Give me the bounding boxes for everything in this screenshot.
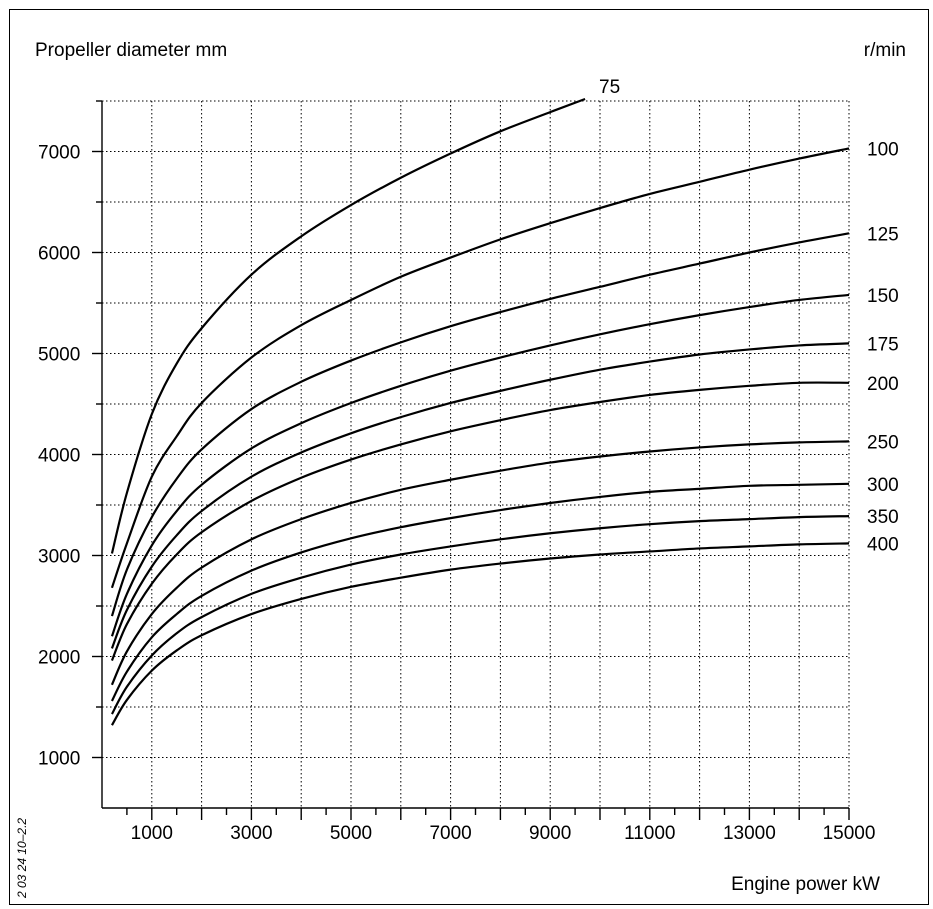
curve-rpm-400 (111, 542, 850, 726)
curve-rpm-125 (110, 232, 850, 617)
curve-label-rpm-200: 200 (867, 374, 899, 395)
x-tick-label: 3000 (230, 823, 272, 844)
curve-label-rpm-250: 250 (867, 432, 899, 453)
curve-rpm-150 (110, 293, 850, 637)
curve-rpm-100 (110, 147, 850, 589)
y-tick-label: 6000 (38, 244, 80, 265)
curve-label-rpm-125: 125 (867, 224, 899, 245)
x-tick-label: 7000 (429, 823, 471, 844)
y-tick-label: 5000 (38, 345, 80, 366)
grid (102, 100, 850, 808)
x-tick-label: 11000 (624, 823, 675, 844)
y-tick-label: 4000 (38, 446, 80, 467)
y-tick-label: 3000 (38, 547, 80, 568)
x-tick-label: 5000 (330, 823, 372, 844)
curve-label-rpm-300: 300 (867, 475, 899, 496)
legend-title: r/min (864, 40, 906, 61)
curve-label-rpm-350: 350 (867, 507, 899, 528)
chart-frame (9, 9, 929, 905)
x-tick-label: 13000 (723, 823, 776, 844)
x-tick-label: 9000 (529, 823, 571, 844)
y-axis-title: Propeller diameter mm (35, 40, 227, 61)
x-tick-label: 1000 (131, 823, 173, 844)
curve-rpm-300 (110, 482, 850, 702)
curves (110, 97, 850, 726)
labels: Propeller diameter mm r/min Engine power… (15, 40, 906, 899)
y-tick-label: 7000 (38, 143, 80, 164)
curve-label-rpm-400: 400 (867, 534, 899, 555)
x-tick-label: 15000 (823, 823, 876, 844)
curve-rpm-350 (110, 515, 850, 715)
x-axis-title: Engine power kW (731, 874, 880, 895)
y-tick-label: 1000 (38, 749, 80, 770)
axes (92, 100, 850, 820)
curve-rpm-75 (110, 97, 586, 554)
drawing-number: 2 03 24 10–2.2 (15, 818, 29, 899)
curve-rpm-200 (110, 381, 850, 661)
curve-rpm-175 (110, 342, 850, 649)
curve-label-rpm-100: 100 (867, 139, 899, 160)
curve-rpm-250 (110, 440, 850, 686)
curve-label-rpm-175: 175 (867, 334, 899, 355)
curve-label-rpm-75: 75 (599, 77, 620, 98)
curve-label-rpm-150: 150 (867, 286, 899, 307)
y-tick-label: 2000 (38, 648, 80, 669)
